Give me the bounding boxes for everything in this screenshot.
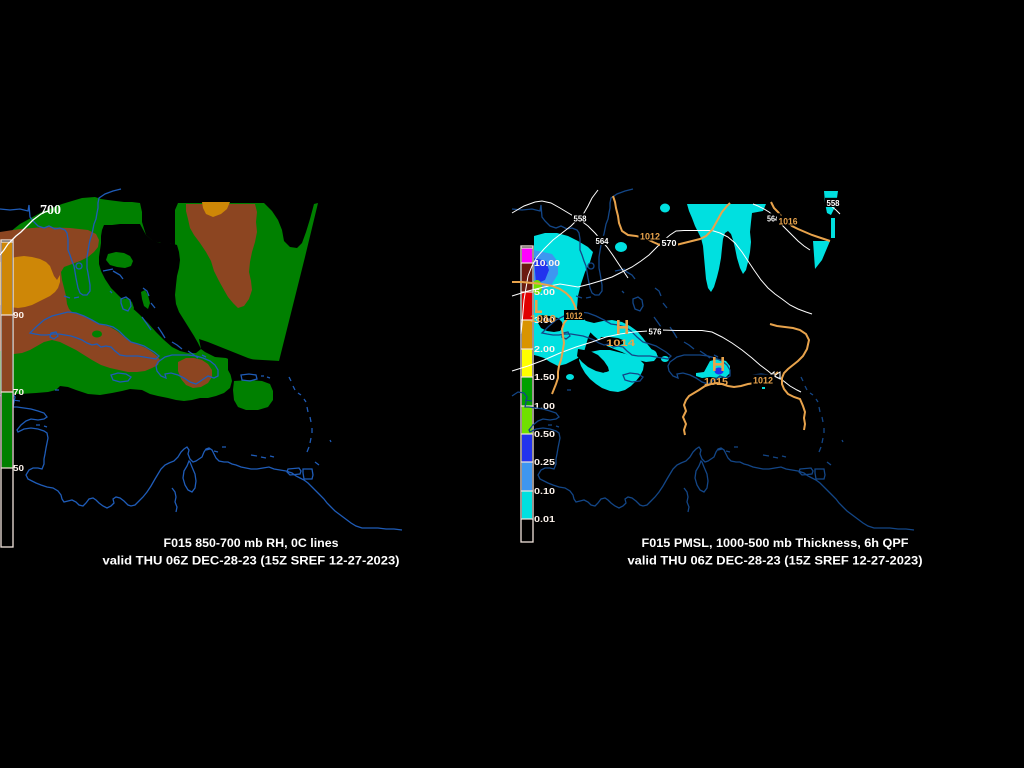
svg-text:1012: 1012 (753, 376, 773, 386)
svg-text:576: 576 (649, 328, 663, 337)
svg-text:50: 50 (13, 464, 25, 473)
svg-text:0.50: 0.50 (534, 430, 556, 439)
svg-text:90: 90 (13, 311, 25, 320)
svg-text:700: 700 (40, 203, 61, 218)
svg-text:564: 564 (767, 215, 779, 224)
svg-text:70: 70 (13, 388, 25, 397)
svg-text:558: 558 (574, 215, 588, 224)
svg-text:0.10: 0.10 (534, 487, 556, 496)
svg-text:10.00: 10.00 (534, 259, 561, 268)
svg-text:3.00: 3.00 (534, 316, 556, 325)
svg-text:F015 850-700 mb RH, 0C lines: F015 850-700 mb RH, 0C lines (164, 536, 339, 550)
svg-text:valid THU 06Z DEC-28-23 (15Z S: valid THU 06Z DEC-28-23 (15Z SREF 12-27-… (628, 554, 923, 568)
svg-text:0.01: 0.01 (534, 515, 556, 524)
svg-text:1016: 1016 (779, 217, 798, 227)
svg-text:1012: 1012 (566, 311, 583, 321)
svg-text:558: 558 (827, 199, 841, 208)
svg-text:5.00: 5.00 (534, 288, 556, 297)
svg-text:1.00: 1.00 (534, 402, 556, 411)
svg-text:570: 570 (662, 239, 678, 248)
svg-text:1010: 1010 (530, 313, 556, 325)
svg-text:1.50: 1.50 (534, 373, 556, 382)
svg-text:0.25: 0.25 (534, 458, 556, 467)
svg-text:564: 564 (596, 237, 610, 246)
svg-text:valid THU 06Z DEC-28-23 (15Z S: valid THU 06Z DEC-28-23 (15Z SREF 12-27-… (103, 554, 400, 568)
svg-text:2.00: 2.00 (534, 345, 556, 354)
svg-text:1014: 1014 (606, 338, 636, 349)
svg-text:1012: 1012 (640, 232, 660, 242)
svg-text:F015 PMSL, 1000-500 mb Thickne: F015 PMSL, 1000-500 mb Thickness, 6h QPF (642, 536, 909, 550)
svg-text:1015: 1015 (704, 376, 728, 388)
